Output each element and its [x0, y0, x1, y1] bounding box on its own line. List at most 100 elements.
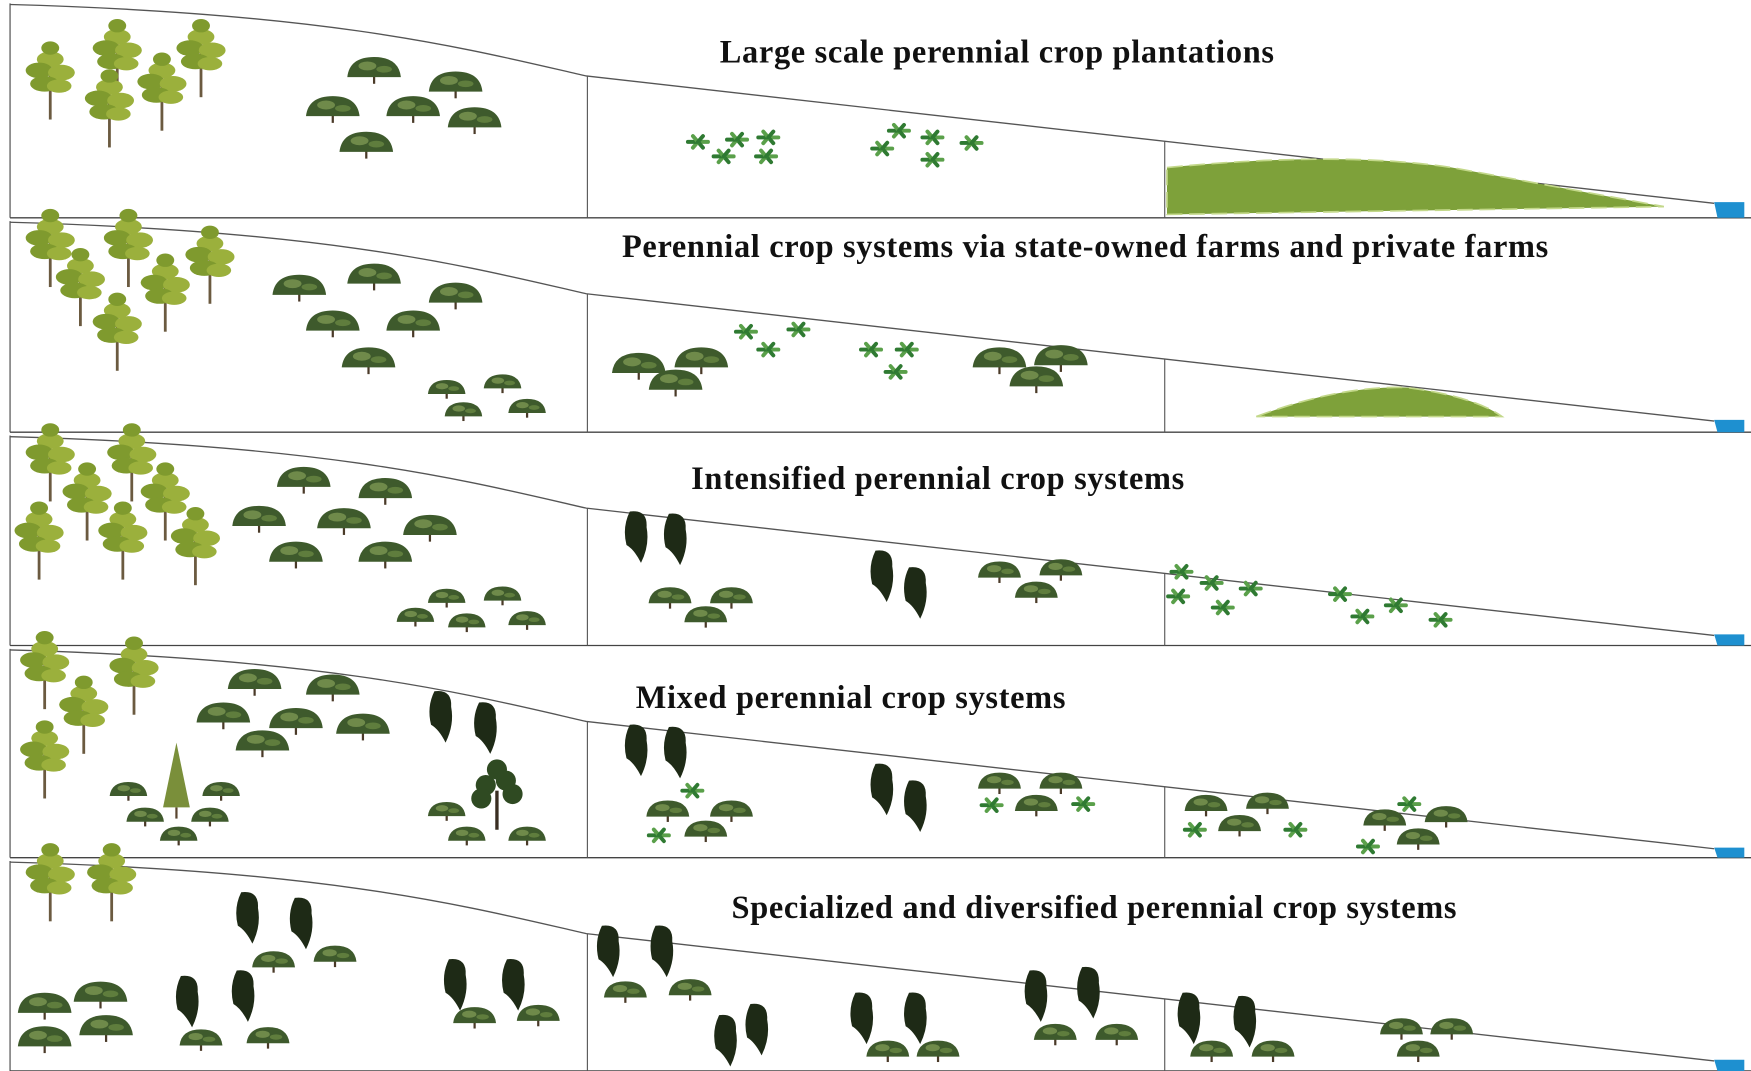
broadleaf-tree [232, 506, 286, 533]
pine-tree [85, 69, 134, 147]
broadleaf-tree [669, 979, 712, 1000]
canopy-light [733, 808, 746, 813]
dark-shrub [904, 993, 927, 1045]
canopy-light [623, 357, 641, 366]
canopy-light [335, 319, 351, 326]
broadleaf-tree [358, 478, 412, 505]
pine-tree [20, 720, 69, 798]
canopy-light [1001, 569, 1014, 574]
broadleaf-tree [306, 310, 360, 337]
canopy-light [1024, 798, 1038, 805]
foliage [36, 720, 54, 733]
foliage [207, 264, 232, 277]
broadleaf-tree [1034, 1024, 1077, 1045]
broadleaf-tree [347, 264, 401, 291]
canopy-light [459, 112, 477, 121]
canopy-light [1199, 1044, 1213, 1051]
panel-title: Intensified perennial crop systems [691, 461, 1185, 497]
foliage [156, 254, 174, 267]
foliage [125, 247, 150, 260]
canopy-light [890, 1048, 903, 1053]
broadleaf-tree [428, 380, 466, 399]
canopy-light [436, 805, 449, 811]
canopy-light [298, 717, 314, 724]
canopy-light [708, 828, 721, 833]
broadleaf-tree [79, 1015, 133, 1042]
canopy-light [458, 291, 474, 298]
broadleaf-tree [74, 982, 128, 1009]
dark-shrub [236, 892, 259, 944]
foliage [15, 523, 42, 539]
broadleaf-tree [517, 1005, 560, 1026]
broadleaf-tree [191, 808, 229, 827]
broadleaf-tree [110, 782, 148, 801]
canopy-light [212, 814, 223, 819]
canopy-light [529, 405, 540, 410]
canopy-light [1208, 802, 1221, 807]
foliage [104, 230, 131, 246]
broadleaf-tree [973, 347, 1027, 374]
canopy-light [203, 1037, 216, 1042]
foliage [85, 90, 112, 106]
broadleaf-tree [160, 827, 198, 846]
foliage [56, 269, 83, 285]
canopy-light [1269, 800, 1282, 805]
canopy-light [468, 833, 479, 838]
canopy-light [226, 711, 242, 718]
foliage [47, 881, 72, 894]
broadleaf-tree [197, 702, 251, 729]
foliage [47, 247, 72, 260]
broadleaf-tree [18, 1026, 72, 1053]
foliage [201, 226, 219, 239]
foliage [71, 248, 89, 261]
small-plant [756, 151, 776, 163]
water [1714, 202, 1744, 218]
canopy-light [436, 592, 449, 598]
broadleaf-tree [336, 714, 390, 741]
foliage [26, 864, 53, 880]
canopy-light [440, 76, 458, 85]
canopy-light [376, 273, 392, 280]
broadleaf-tree [710, 800, 753, 821]
dark-shrub [625, 511, 648, 563]
dark-shrub [904, 780, 927, 832]
canopy-light [940, 1048, 953, 1053]
dark-shrub [232, 970, 255, 1022]
foliage [503, 784, 523, 804]
foliage [20, 652, 47, 668]
foliage [471, 788, 491, 808]
broadleaf-tree [508, 611, 546, 630]
broadleaf-tree [710, 587, 753, 608]
pine-tree [171, 507, 220, 585]
foliage [30, 501, 48, 514]
canopy-light [1406, 1044, 1420, 1051]
pine-tree [26, 843, 75, 921]
canopy-light [1389, 1022, 1403, 1029]
pine-tree [141, 254, 190, 332]
canopy-light [275, 958, 288, 963]
small-plant [886, 366, 906, 378]
small-plant [736, 326, 756, 338]
canopy-light [317, 679, 335, 688]
foliage [26, 63, 53, 79]
broadleaf-tree [1015, 582, 1058, 603]
broadleaf-tree [646, 800, 689, 821]
canopy-light [492, 590, 505, 596]
canopy-light [1063, 354, 1079, 361]
canopy-light [376, 66, 392, 73]
canopy-light [415, 105, 431, 112]
foliage [487, 759, 507, 779]
canopy-light [1048, 776, 1062, 783]
foliage [192, 545, 217, 558]
foliage [106, 107, 131, 120]
canopy-light [247, 735, 265, 744]
foliage [103, 843, 121, 856]
small-plant [727, 134, 747, 146]
small-plant [688, 136, 708, 148]
foliage [41, 209, 59, 222]
dark-shrub [429, 691, 452, 743]
dark-shrub [904, 567, 927, 619]
dark-shrub [1077, 967, 1100, 1019]
canopy-light [1194, 798, 1208, 805]
canopy-light [655, 804, 669, 811]
